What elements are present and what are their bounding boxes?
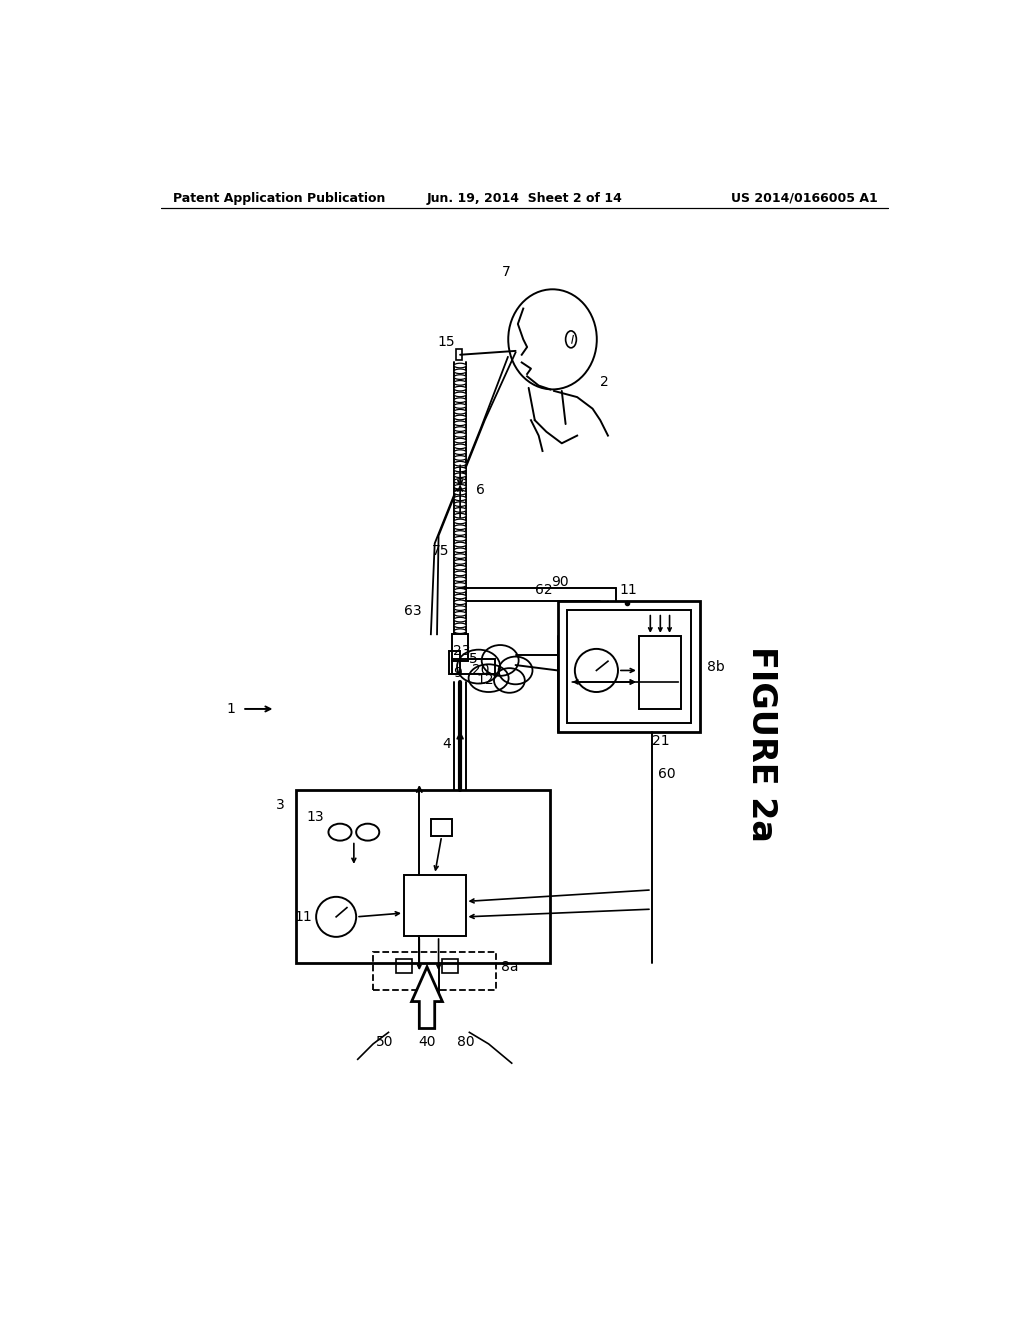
Text: Jun. 19, 2014  Sheet 2 of 14: Jun. 19, 2014 Sheet 2 of 14 — [427, 191, 623, 205]
Ellipse shape — [454, 572, 466, 576]
Ellipse shape — [454, 433, 466, 437]
Ellipse shape — [454, 370, 466, 374]
Text: 50: 50 — [376, 1035, 393, 1049]
Ellipse shape — [454, 397, 466, 403]
Ellipse shape — [454, 525, 466, 529]
Ellipse shape — [454, 594, 466, 599]
Ellipse shape — [454, 589, 466, 593]
Ellipse shape — [454, 513, 466, 517]
Ellipse shape — [454, 560, 466, 564]
Ellipse shape — [454, 618, 466, 622]
Text: 23: 23 — [453, 644, 470, 659]
Text: US 2014/0166005 A1: US 2014/0166005 A1 — [731, 191, 878, 205]
Text: 60: 60 — [658, 767, 676, 781]
Ellipse shape — [454, 519, 466, 524]
Bar — [567, 610, 691, 723]
Ellipse shape — [454, 490, 466, 495]
Bar — [457, 350, 463, 360]
Ellipse shape — [454, 582, 466, 587]
Bar — [449, 651, 460, 675]
Ellipse shape — [454, 606, 466, 610]
Text: 5: 5 — [469, 652, 477, 665]
Bar — [431, 818, 453, 836]
Ellipse shape — [454, 467, 466, 471]
Text: 2: 2 — [600, 375, 608, 388]
Text: 1: 1 — [226, 702, 236, 715]
Ellipse shape — [454, 450, 466, 454]
Bar — [453, 635, 468, 661]
Text: 11: 11 — [620, 582, 638, 597]
Text: 8a: 8a — [502, 960, 519, 974]
Ellipse shape — [454, 426, 466, 432]
Ellipse shape — [454, 536, 466, 541]
Bar — [639, 636, 681, 709]
Bar — [442, 960, 458, 973]
Ellipse shape — [454, 380, 466, 385]
Text: FIGURE 2a: FIGURE 2a — [745, 645, 778, 842]
Text: 3: 3 — [275, 799, 285, 812]
Text: 40: 40 — [418, 1035, 436, 1049]
Ellipse shape — [454, 601, 466, 605]
Ellipse shape — [454, 531, 466, 536]
Ellipse shape — [454, 363, 466, 368]
Ellipse shape — [454, 479, 466, 483]
Ellipse shape — [454, 438, 466, 444]
Ellipse shape — [454, 421, 466, 425]
Text: 9: 9 — [454, 665, 462, 680]
Text: 63: 63 — [404, 605, 422, 618]
Bar — [558, 601, 700, 733]
Text: 75: 75 — [432, 544, 450, 558]
Bar — [453, 659, 495, 675]
Text: 80: 80 — [457, 1035, 474, 1049]
Text: 6: 6 — [476, 483, 485, 496]
Text: 7: 7 — [502, 265, 511, 280]
Ellipse shape — [454, 375, 466, 379]
Ellipse shape — [454, 508, 466, 512]
Ellipse shape — [454, 416, 466, 420]
Ellipse shape — [454, 387, 466, 391]
Bar — [396, 960, 412, 973]
Ellipse shape — [454, 404, 466, 408]
Ellipse shape — [454, 409, 466, 414]
Text: 15: 15 — [437, 335, 455, 348]
Text: 8b: 8b — [707, 660, 725, 673]
Text: 90: 90 — [551, 576, 569, 589]
Ellipse shape — [454, 623, 466, 628]
Bar — [403, 874, 466, 936]
Text: 21: 21 — [652, 734, 670, 748]
Ellipse shape — [454, 444, 466, 449]
Bar — [373, 952, 497, 990]
Ellipse shape — [454, 392, 466, 397]
Text: Patent Application Publication: Patent Application Publication — [173, 191, 385, 205]
Ellipse shape — [454, 565, 466, 570]
Ellipse shape — [454, 577, 466, 582]
Text: 20: 20 — [472, 664, 489, 677]
Ellipse shape — [454, 611, 466, 616]
Ellipse shape — [454, 502, 466, 507]
Bar — [296, 789, 550, 964]
Text: 11: 11 — [295, 909, 312, 924]
Ellipse shape — [454, 462, 466, 466]
Ellipse shape — [454, 548, 466, 553]
Ellipse shape — [454, 628, 466, 634]
Text: 4: 4 — [442, 737, 451, 751]
Ellipse shape — [454, 455, 466, 461]
Ellipse shape — [454, 473, 466, 478]
Ellipse shape — [454, 496, 466, 500]
Text: 62: 62 — [536, 582, 553, 597]
Text: 12: 12 — [476, 673, 494, 688]
Ellipse shape — [454, 554, 466, 558]
Ellipse shape — [454, 484, 466, 490]
Text: 13: 13 — [306, 809, 325, 824]
Ellipse shape — [454, 543, 466, 546]
Polygon shape — [412, 966, 442, 1028]
